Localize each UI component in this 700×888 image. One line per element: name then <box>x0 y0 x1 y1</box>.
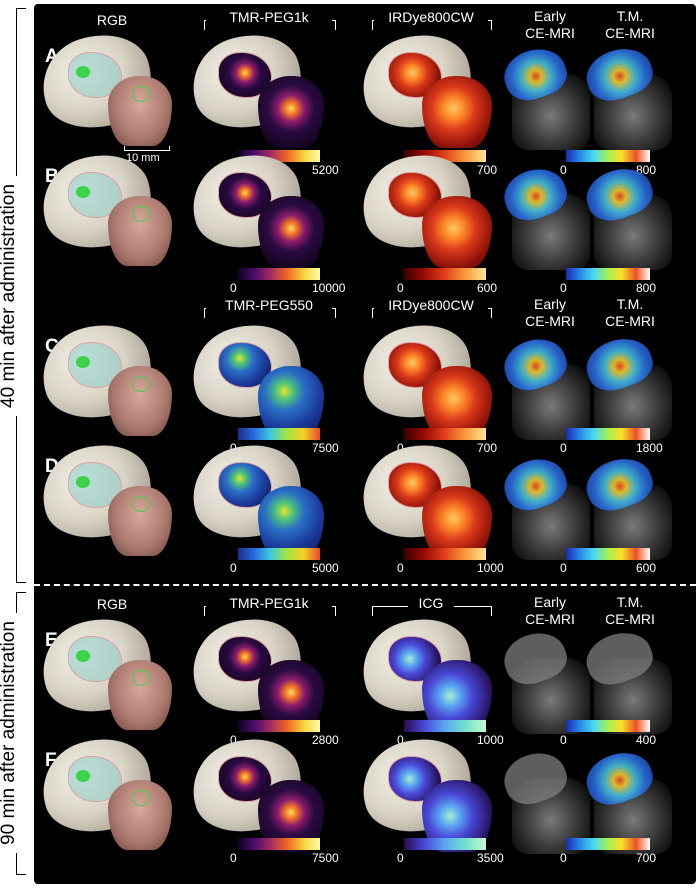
row-letter: F <box>45 750 57 771</box>
tmr-colorbar <box>238 720 320 732</box>
mri-colorbar <box>566 150 650 162</box>
tumor-outline <box>132 496 150 512</box>
ir-colorbar-min: 0 <box>397 281 404 295</box>
ir-colorbar <box>404 548 486 560</box>
tmr-colorbar-min: 0 <box>230 851 237 865</box>
tmr-colorbar <box>238 838 320 850</box>
tumor-marker <box>76 66 90 78</box>
mri-colorbar <box>566 428 650 440</box>
coronal-section-ir <box>422 366 492 438</box>
coronal-section-tmr <box>258 196 324 268</box>
tmr-colorbar <box>238 428 320 440</box>
mri-colorbar-min: 0 <box>560 733 567 747</box>
header-tm-mri-90: T.M. CE-MRI <box>605 594 655 627</box>
tmr-colorbar-min: 0 <box>230 733 237 747</box>
header-tm-mri: T.M. CE-MRI <box>605 8 655 41</box>
header-early-mri-2: Early CE-MRI <box>525 296 575 329</box>
tmr-colorbar-max: 5200 <box>312 163 339 177</box>
bracket-tick <box>16 592 26 593</box>
tumor-outline <box>132 376 150 392</box>
coronal-section-tmr <box>258 486 324 558</box>
mri-colorbar <box>566 720 650 732</box>
tumor-outline <box>132 790 150 806</box>
mri-colorbar <box>566 838 650 850</box>
coronal-section-ir <box>422 486 492 558</box>
coronal-section-ir <box>422 196 492 268</box>
mri-colorbar-min: 0 <box>560 561 567 575</box>
mri-colorbar-max: 700 <box>636 851 657 865</box>
coronal-section-ir <box>422 76 492 148</box>
header-rgb: RGB <box>96 12 128 28</box>
tumor-outline <box>132 86 150 102</box>
header-tmr-peg550: TMR-PEG550 <box>206 297 332 313</box>
ir-colorbar-max: 700 <box>477 441 498 455</box>
ir-colorbar-max: 1000 <box>477 733 504 747</box>
tmr-colorbar-min: 0 <box>230 281 237 295</box>
ir-colorbar-max: 3500 <box>477 851 504 865</box>
mri-colorbar-max: 600 <box>636 561 657 575</box>
mri-colorbar-min: 0 <box>560 281 567 295</box>
tmr-colorbar <box>238 548 320 560</box>
mri-colorbar <box>566 548 650 560</box>
header-tmr-peg1k: TMR-PEG1k <box>206 9 332 25</box>
tmr-colorbar-max: 5000 <box>312 561 339 575</box>
header-irdye: IRDye800CW <box>374 9 488 25</box>
ir-colorbar-max: 700 <box>477 163 498 177</box>
mri-colorbar-min: 0 <box>560 441 567 455</box>
ir-colorbar <box>404 838 486 850</box>
ir-fluorescence-window <box>388 342 442 388</box>
tumor-marker <box>76 186 90 198</box>
coronal-section-tmr <box>258 366 324 438</box>
ir-colorbar-min: 0 <box>397 561 404 575</box>
ir-colorbar-max: 600 <box>477 281 498 295</box>
ir-colorbar <box>404 428 486 440</box>
tmr-colorbar-max: 7500 <box>312 441 339 455</box>
header-early-mri: Early CE-MRI <box>525 8 575 41</box>
ir-colorbar <box>404 720 486 732</box>
bracket-tick <box>16 582 26 583</box>
side-label-90: 90 min after administration <box>0 613 20 853</box>
tmr-colorbar-max: 7500 <box>312 851 339 865</box>
mri-colorbar-max: 400 <box>636 733 657 747</box>
header-tmr-peg1k-90: TMR-PEG1k <box>206 595 332 611</box>
tumor-marker <box>76 650 90 662</box>
tmr-colorbar <box>238 268 320 280</box>
tumor-marker <box>76 770 90 782</box>
tumor-marker <box>76 356 90 368</box>
time-separator <box>34 584 696 586</box>
scale-bar-label: 10 mm <box>126 152 160 164</box>
ir-colorbar <box>404 268 486 280</box>
header-rgb-90: RGB <box>96 596 128 612</box>
ir-colorbar-max: 1000 <box>477 561 504 575</box>
tumor-marker <box>76 476 90 488</box>
mri-colorbar-max: 800 <box>636 281 657 295</box>
ir-colorbar-min: 0 <box>397 851 404 865</box>
bracket-tick <box>16 8 26 9</box>
tmr-fluorescence-window <box>218 462 272 508</box>
header-irdye-2: IRDye800CW <box>374 297 488 313</box>
side-label-40: 40 min after administration <box>0 176 20 416</box>
tumor-outline <box>132 670 150 686</box>
tmr-colorbar-min: 0 <box>230 561 237 575</box>
tmr-colorbar-max: 2800 <box>312 733 339 747</box>
ir-colorbar-min: 0 <box>397 733 404 747</box>
tmr-colorbar-max: 10000 <box>312 281 346 295</box>
header-tm-mri-2: T.M. CE-MRI <box>605 296 655 329</box>
bracket-tick <box>16 874 26 875</box>
mri-colorbar-max: 1800 <box>636 441 663 455</box>
header-early-mri-90: Early CE-MRI <box>525 594 575 627</box>
coronal-section-tmr <box>258 76 324 148</box>
mri-colorbar-min: 0 <box>560 163 567 177</box>
tumor-outline <box>132 206 150 222</box>
side-annotation: 40 min after administration 90 min after… <box>0 0 36 888</box>
mri-colorbar <box>566 268 650 280</box>
scale-bar <box>124 146 170 151</box>
mri-colorbar-min: 0 <box>560 851 567 865</box>
header-icg: ICG <box>408 595 454 611</box>
